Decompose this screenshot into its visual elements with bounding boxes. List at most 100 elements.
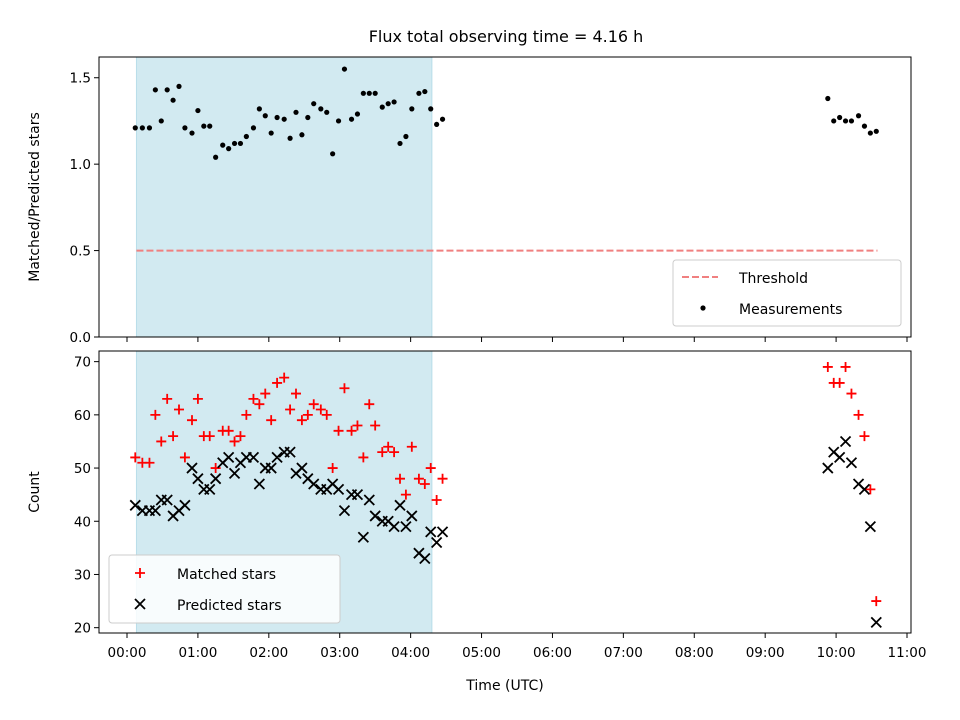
- legend: Matched stars Predicted stars: [108, 554, 341, 624]
- legend-predicted-label: Predicted stars: [177, 598, 282, 614]
- matched-stars-point: [383, 441, 394, 452]
- predicted-stars-point: [400, 520, 412, 533]
- measurement-point: [348, 116, 355, 122]
- matched-stars-point: [425, 463, 436, 474]
- matched-stars-point: [254, 399, 265, 410]
- legend-matched-swatch: [135, 568, 145, 578]
- predicted-stars-point: [253, 478, 266, 490]
- measurement-point: [831, 118, 837, 124]
- predicted-stars-point: [839, 435, 852, 448]
- predicted-stars-point: [833, 451, 846, 464]
- y-tick-label: 20: [74, 621, 91, 637]
- matched-stars-point: [210, 463, 221, 474]
- measurement-point: [379, 104, 385, 110]
- predicted-stars-point: [425, 526, 437, 538]
- measurement-point: [213, 154, 219, 160]
- predicted-stars-point: [296, 462, 308, 474]
- measurement-point: [416, 90, 422, 96]
- predicted-stars-point: [845, 457, 858, 469]
- x-tick-label: 11:00: [888, 645, 927, 661]
- top-panel: 0.0 0.5 1.0 1.5 Matched/Predicted stars Thres…: [27, 56, 912, 346]
- matched-stars-point: [321, 409, 332, 420]
- matched-stars-point: [248, 393, 259, 404]
- matched-stars-point: [419, 479, 430, 490]
- matched-stars-point: [413, 473, 424, 484]
- matched-stars-point: [229, 436, 240, 447]
- matched-stars-point: [296, 415, 307, 426]
- matched-stars-point: [260, 388, 271, 399]
- measurement-point: [158, 118, 164, 124]
- matched-stars-point: [174, 404, 184, 415]
- y-tick-label: 40: [74, 514, 91, 530]
- matched-stars-point: [865, 484, 876, 495]
- measurement-point: [170, 97, 176, 103]
- matched-stars-point: [272, 377, 283, 388]
- measurement-point: [318, 106, 324, 112]
- predicted-stars-point: [271, 451, 283, 464]
- matched-stars-point: [389, 447, 400, 458]
- predicted-stars-point: [247, 451, 260, 464]
- matched-stars-point: [395, 473, 405, 484]
- matched-stars-point: [364, 399, 375, 410]
- legend-matched-label: Matched stars: [177, 567, 276, 583]
- measurement-point: [231, 140, 238, 147]
- matched-stars-point: [871, 596, 882, 607]
- matched-stars-point: [279, 372, 290, 383]
- observing-window-band: [135, 56, 433, 338]
- x-tick-label: 05:00: [462, 645, 501, 661]
- matched-stars-point: [302, 409, 313, 420]
- matched-stars-point: [859, 431, 870, 442]
- measurement-point: [855, 113, 862, 119]
- matched-stars-point: [822, 361, 833, 372]
- matched-stars-point: [285, 404, 296, 415]
- measurement-point: [237, 140, 244, 147]
- measurement-point: [195, 107, 201, 114]
- predicted-stars-point: [419, 552, 431, 565]
- matched-stars-point: [291, 388, 301, 399]
- y-tick-label: 50: [74, 461, 91, 477]
- matched-stars-point: [840, 361, 851, 372]
- measurement-point: [268, 130, 274, 136]
- measurement-point: [354, 111, 361, 117]
- measurement-point: [428, 106, 434, 112]
- matched-stars-point: [187, 415, 197, 426]
- measurement-point: [391, 99, 397, 105]
- predicted-stars-point: [338, 504, 351, 517]
- predicted-stars-point: [351, 489, 364, 501]
- predicted-stars-point: [308, 478, 320, 490]
- predicted-stars-point: [204, 483, 216, 495]
- predicted-stars-point: [228, 467, 241, 480]
- predicted-stars-point: [388, 520, 400, 533]
- y-tick-label: 0.0: [70, 330, 91, 346]
- matched-stars-point: [370, 420, 381, 431]
- measurement-point: [220, 142, 226, 148]
- measurement-point: [867, 130, 873, 136]
- measurement-point: [152, 87, 158, 93]
- measurement-point: [403, 133, 409, 140]
- predicted-stars-point: [265, 462, 277, 474]
- measurement-point: [189, 130, 195, 136]
- measurement-point: [299, 132, 305, 138]
- matched-stars-point: [437, 473, 448, 484]
- measurement-point: [293, 109, 299, 115]
- predicted-stars-point: [284, 446, 296, 458]
- measurement-point: [256, 106, 262, 112]
- measurement-point: [182, 125, 188, 131]
- x-tick-label: 09:00: [746, 645, 785, 661]
- y-tick-label: 1.5: [70, 71, 91, 87]
- legend-measurements-swatch: [700, 305, 706, 311]
- measurement-point: [324, 109, 330, 115]
- predicted-stars-point: [192, 473, 204, 485]
- predicted-stars-point: [870, 616, 882, 628]
- x-tick-label: 03:00: [320, 645, 359, 661]
- measurement-point: [861, 123, 868, 129]
- legend: Threshold Measurements: [672, 259, 902, 327]
- measurement-point: [360, 90, 366, 96]
- matched-stars-point: [241, 409, 252, 420]
- measurement-point: [409, 106, 415, 112]
- legend-predicted-swatch: [134, 598, 146, 610]
- x-tick-label: 08:00: [675, 645, 714, 661]
- matched-stars-point: [358, 452, 369, 463]
- y-axis-label: Matched/Predicted stars: [27, 112, 43, 282]
